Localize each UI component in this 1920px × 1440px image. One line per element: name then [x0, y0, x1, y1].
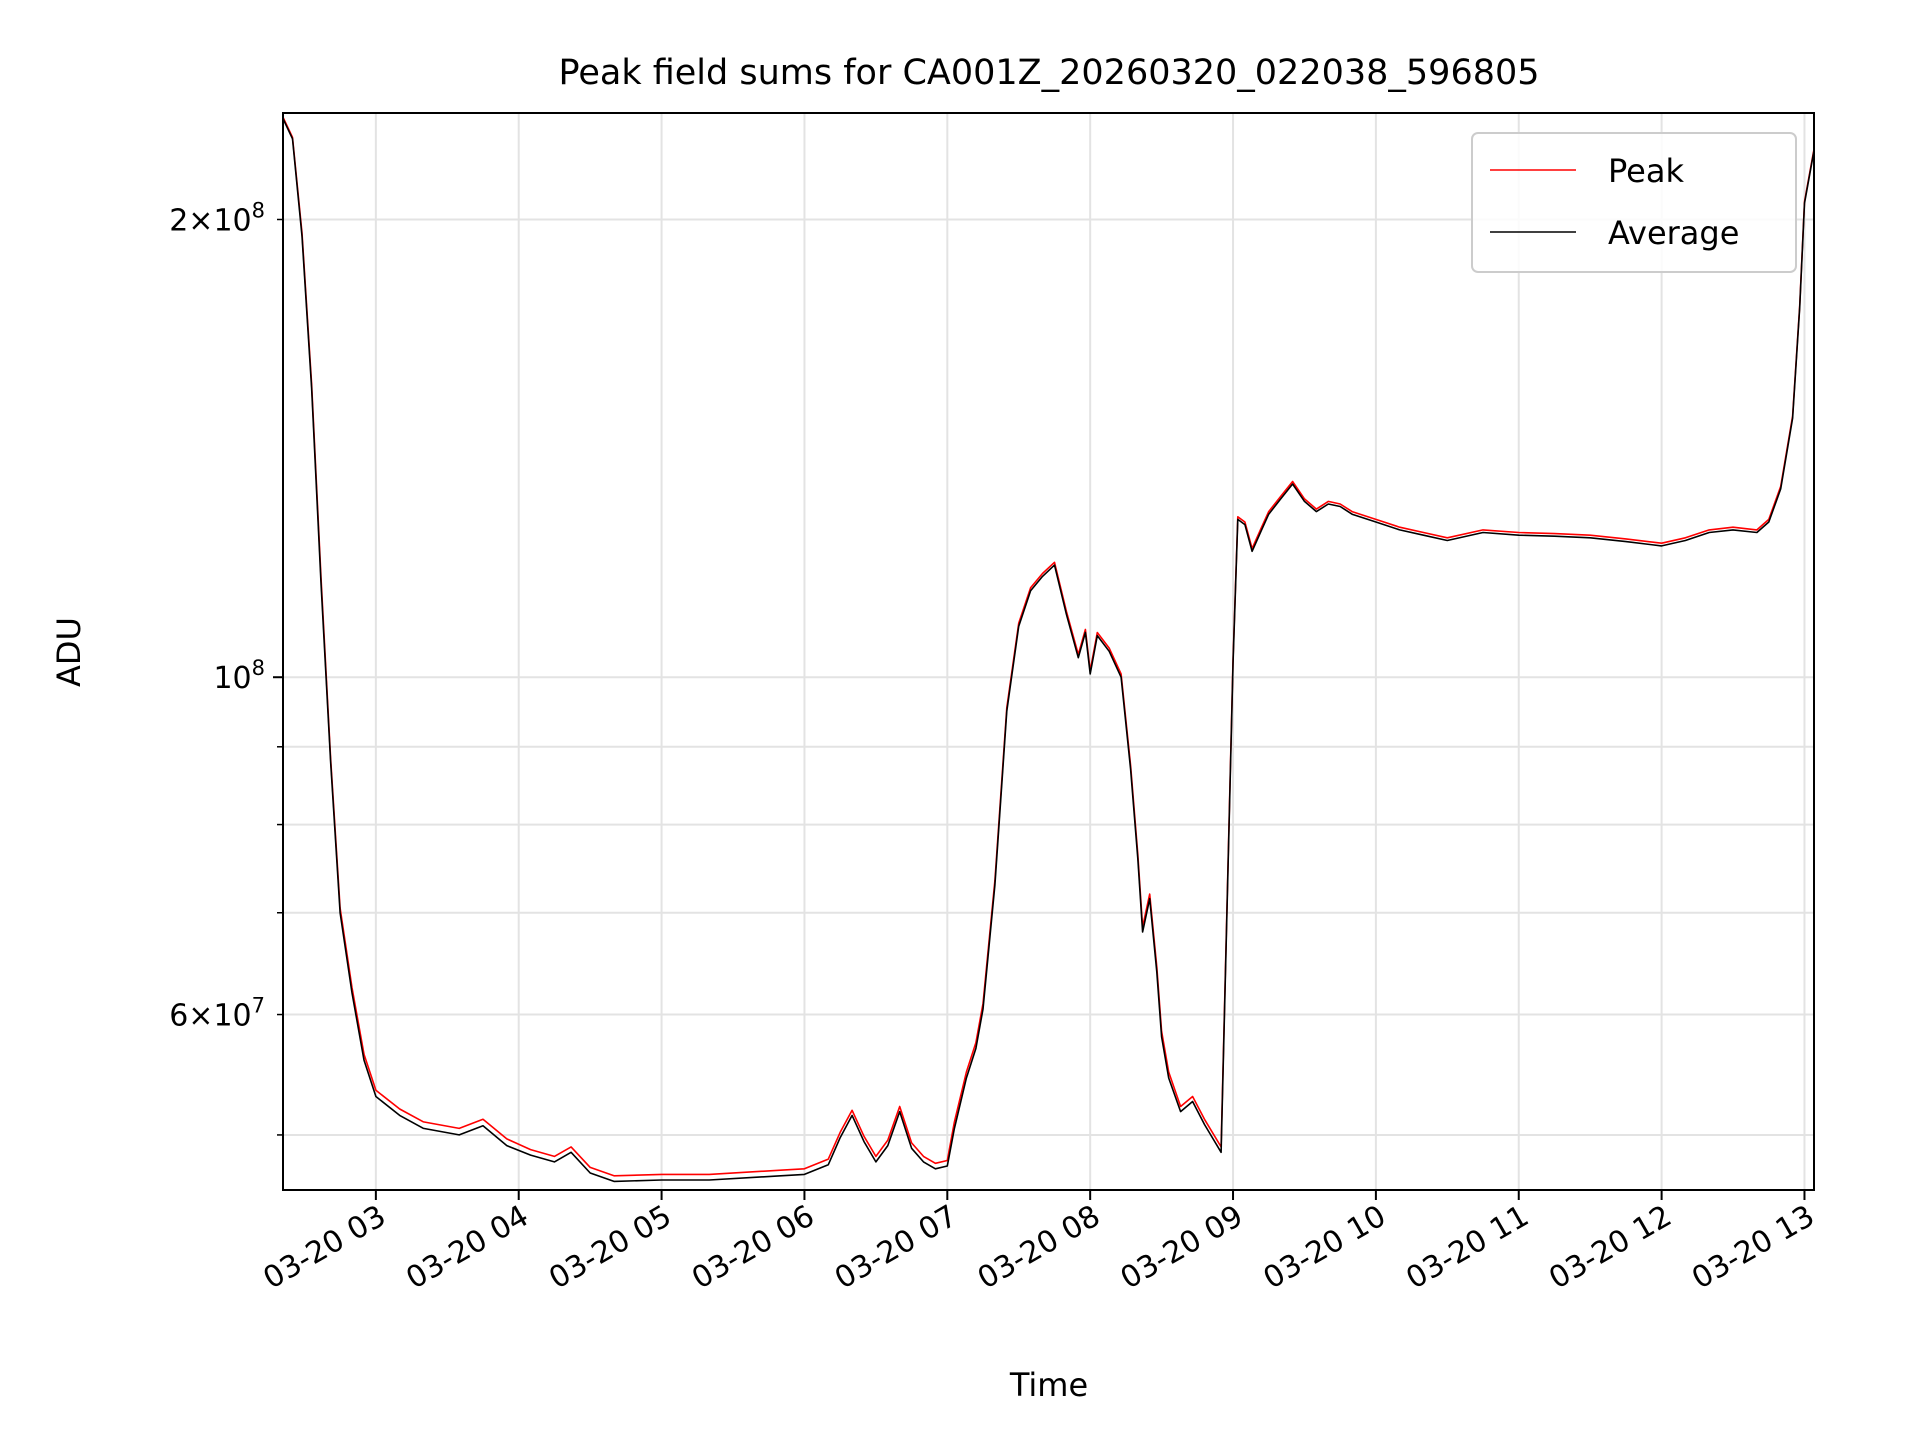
- y-tick-label: 2×108: [169, 198, 265, 238]
- plot-frame: [282, 112, 1815, 1191]
- legend-label-average: Average: [1608, 214, 1739, 252]
- y-tick-label: 6×107: [169, 994, 265, 1034]
- y-axis-label: ADU: [50, 617, 88, 687]
- y-axis: 108 6×107 2×108: [169, 198, 283, 1136]
- series-line-average: [282, 118, 1815, 1183]
- series-line-peak: [282, 116, 1815, 1177]
- x-axis-label: Time: [1009, 1366, 1088, 1404]
- legend-label-peak: Peak: [1608, 152, 1684, 190]
- plot-lines: [282, 116, 1815, 1183]
- y-tick-label: 108: [213, 656, 265, 696]
- legend-box: [1471, 132, 1797, 273]
- legend: Peak Average: [1471, 132, 1797, 273]
- grid: [283, 113, 1814, 1190]
- chart-title: Peak field sums for CA001Z_20260320_0220…: [558, 53, 1539, 93]
